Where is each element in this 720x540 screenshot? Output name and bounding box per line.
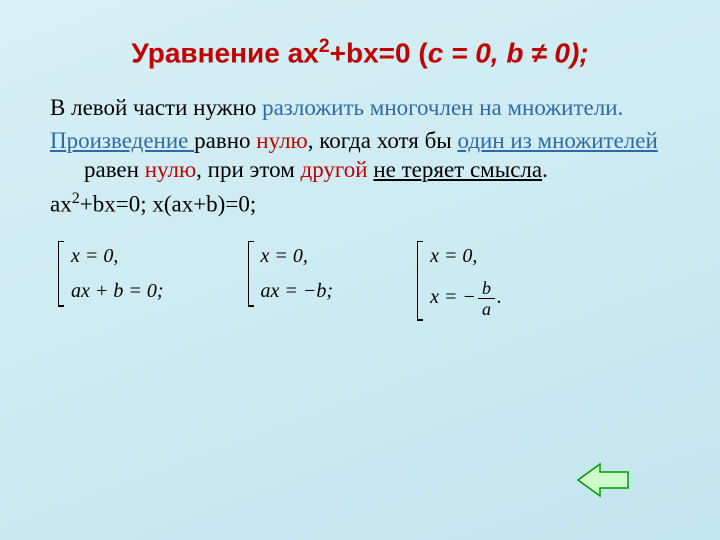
eq-a: ax (50, 191, 72, 216)
frac-prefix: x = − (430, 286, 476, 308)
system-2: x = 0, ax = −b; (248, 241, 338, 307)
title-eq-b: +bx=0 ( (330, 37, 428, 68)
p2-h: , при этом (196, 157, 300, 182)
bracket-icon (58, 241, 65, 307)
system-3-content: x = 0, x = −ba. (424, 241, 506, 321)
fraction: ba (478, 279, 495, 318)
arrow-left-icon (576, 460, 630, 500)
p2-c: нулю (256, 128, 307, 153)
system-1: x = 0, ax + b = 0; (58, 241, 168, 307)
system-3-line-1: x = 0, (430, 244, 502, 269)
prev-slide-button[interactable] (576, 460, 630, 500)
title-eq-a: ax (288, 37, 319, 68)
p2-d: , когда хотя бы (308, 128, 458, 153)
p2-k: не теряет смысла (373, 157, 542, 182)
title-cond-b: b ≠ 0); (506, 37, 588, 68)
p2-b: равно (194, 128, 256, 153)
system-1-content: x = 0, ax + b = 0; (65, 241, 168, 307)
title-eq-sup: 2 (319, 35, 330, 57)
bracket-icon (248, 241, 255, 307)
p2-e: один из множителей (458, 128, 658, 153)
paragraph-2: Произведение равно нулю, когда хотя бы о… (50, 127, 670, 185)
p2-i: другой (301, 157, 368, 182)
system-2-line-1: x = 0, (261, 244, 334, 269)
systems-row: x = 0, ax + b = 0; x = 0, ax = −b; x = 0… (50, 241, 670, 321)
frac-num: b (478, 279, 495, 299)
p2-a: Произведение (50, 128, 194, 153)
equation-row: ax2+bx=0; x(ax+b)=0; (50, 189, 670, 219)
p2-g: нулю (145, 157, 196, 182)
bracket-icon (417, 241, 424, 321)
system-1-line-2: ax + b = 0; (71, 279, 164, 304)
system-3: x = 0, x = −ba. (417, 241, 506, 321)
p2-f: равен (84, 157, 145, 182)
slide-title: Уравнение ax2+bx=0 (c = 0, b ≠ 0); (50, 35, 670, 69)
frac-suffix: . (497, 286, 502, 308)
system-3-line-2: x = −ba. (430, 279, 502, 318)
system-2-line-2: ax = −b; (261, 279, 334, 304)
eq-b: +bx=0; x(ax+b)=0; (80, 191, 256, 216)
p1-a: В левой части нужно (50, 95, 262, 120)
paragraph-1: В левой части нужно разложить многочлен … (50, 94, 670, 123)
slide: Уравнение ax2+bx=0 (c = 0, b ≠ 0); В лев… (0, 0, 720, 540)
title-cond-c: c = 0, (428, 37, 507, 68)
system-1-line-1: x = 0, (71, 244, 164, 269)
slide-body: В левой части нужно разложить многочлен … (50, 94, 670, 321)
eq-sup: 2 (72, 190, 80, 207)
p2-l: . (542, 157, 548, 182)
p1-b: разложить многочлен на множители. (262, 95, 623, 120)
title-lead: Уравнение (131, 37, 287, 68)
system-2-content: x = 0, ax = −b; (255, 241, 338, 307)
frac-den: a (478, 299, 495, 318)
